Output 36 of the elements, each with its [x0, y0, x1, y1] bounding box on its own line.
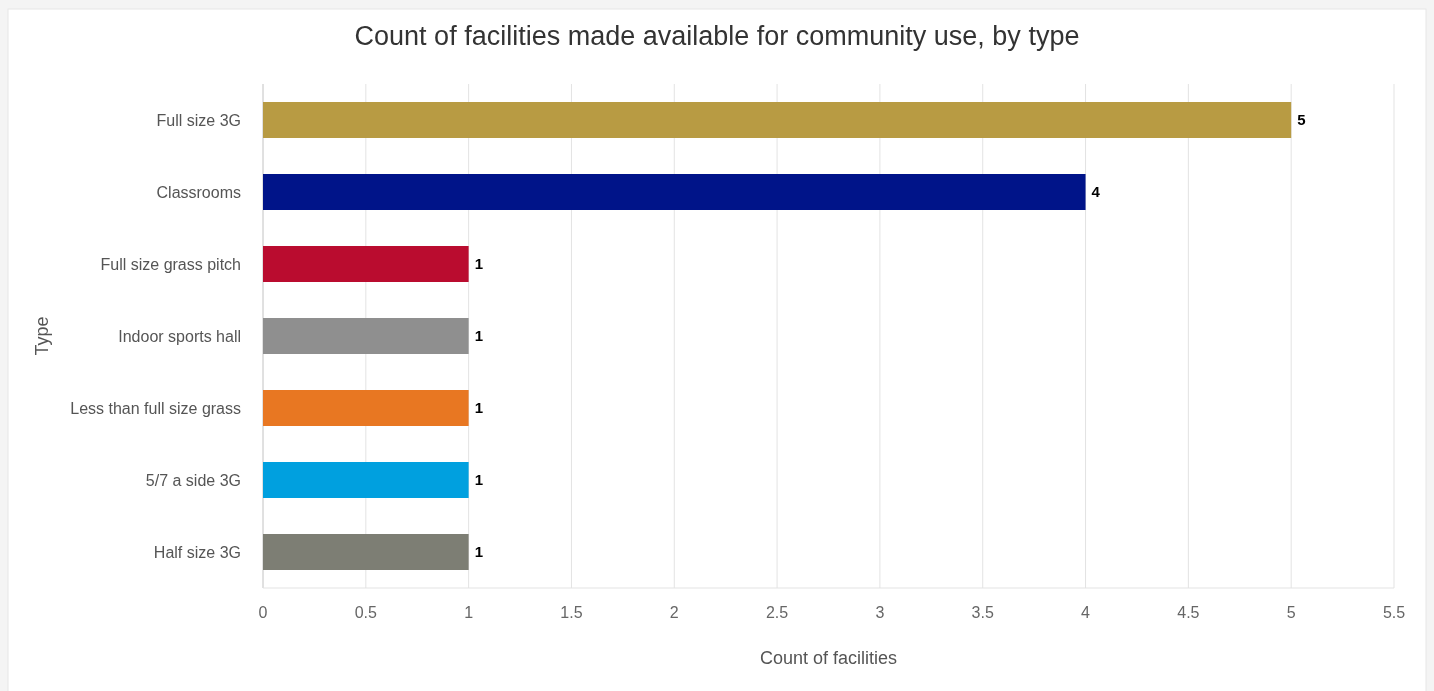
x-tick-label: 2: [669, 604, 679, 621]
y-tick-label: Full size grass pitch: [100, 255, 241, 273]
x-tick-label: 4: [1081, 604, 1091, 621]
bar: [263, 174, 1086, 210]
bar: [263, 534, 469, 570]
x-tick-label: 3.5: [971, 604, 994, 621]
bar: [263, 390, 469, 426]
bar: [263, 102, 1292, 138]
x-tick-label: 5.5: [1382, 604, 1406, 621]
bar: [263, 462, 469, 498]
data-label: 5: [1297, 111, 1306, 129]
x-tick-label: 3: [875, 604, 885, 621]
x-tick-label: 5: [1286, 604, 1296, 621]
y-tick-label: 5/7 a side 3G: [145, 471, 241, 489]
bar: [263, 246, 469, 282]
x-tick-label: 2.5: [765, 604, 789, 621]
x-tick-label: 0: [258, 604, 268, 621]
x-axis-title: Count of facilities: [759, 648, 898, 668]
x-tick-label: 0.5: [354, 604, 378, 621]
data-label: 1: [474, 255, 483, 273]
x-tick-label: 1.5: [560, 604, 583, 621]
y-tick-label: Less than full size grass: [70, 399, 241, 417]
bar: [263, 318, 469, 354]
data-label: 1: [474, 543, 483, 561]
x-tick-label: 1: [464, 604, 474, 621]
data-label: 1: [474, 399, 483, 417]
data-label: 1: [474, 471, 483, 489]
y-tick-label: Full size 3G: [156, 111, 241, 129]
x-tick-label: 4.5: [1177, 604, 1200, 621]
chart-title: Count of facilities made available for community use, by type: [354, 21, 1080, 51]
y-tick-label: Half size 3G: [153, 543, 241, 561]
data-label: 4: [1091, 183, 1101, 201]
data-label: 1: [474, 327, 483, 345]
y-tick-label: Indoor sports hall: [118, 327, 241, 345]
y-axis-title: Type: [32, 316, 52, 356]
y-tick-label: Classrooms: [156, 183, 241, 201]
